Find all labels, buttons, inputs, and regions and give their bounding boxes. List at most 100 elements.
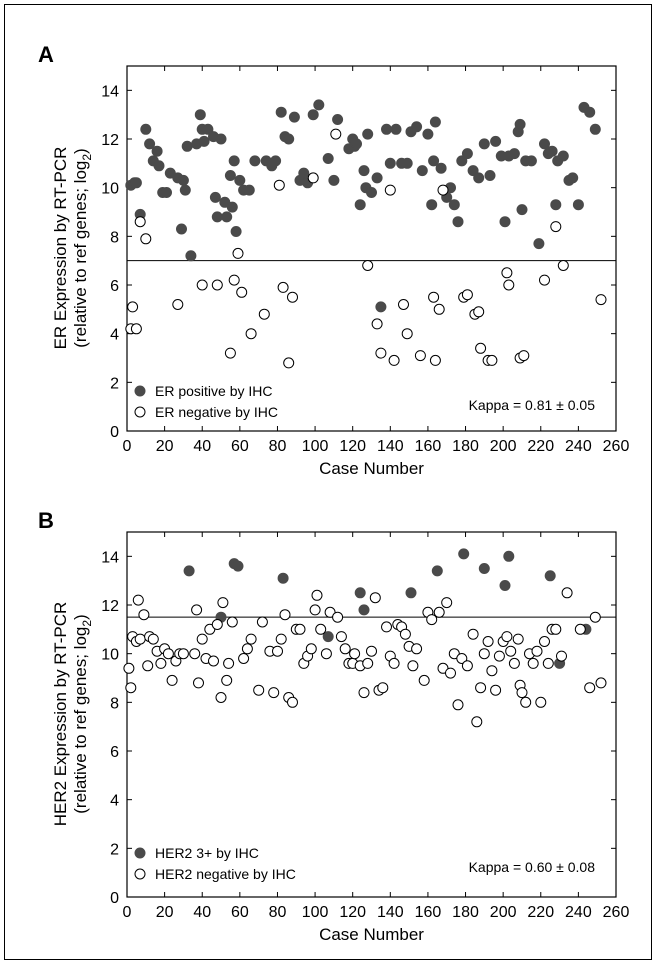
x-tick-label: 180 bbox=[452, 904, 479, 921]
data-point bbox=[211, 211, 223, 223]
data-point bbox=[478, 138, 490, 150]
data-point bbox=[277, 572, 289, 584]
data-point bbox=[155, 657, 167, 669]
data-point bbox=[228, 155, 240, 167]
kappa-annotation: Kappa = 0.81 ± 0.05 bbox=[469, 397, 596, 413]
data-point bbox=[398, 299, 409, 310]
data-point bbox=[550, 623, 562, 635]
data-point bbox=[358, 687, 370, 699]
data-point bbox=[407, 660, 419, 672]
data-point bbox=[228, 274, 240, 286]
data-point bbox=[414, 350, 426, 362]
x-tick-label: 60 bbox=[231, 438, 249, 455]
data-point bbox=[151, 145, 163, 157]
data-point bbox=[305, 643, 317, 655]
data-point bbox=[162, 648, 174, 660]
data-point bbox=[499, 580, 511, 591]
x-tick-label: 80 bbox=[269, 438, 287, 455]
data-point bbox=[584, 106, 596, 118]
data-point bbox=[369, 592, 381, 604]
y-tick-label: 8 bbox=[110, 695, 119, 712]
data-point bbox=[572, 199, 584, 211]
data-point bbox=[539, 636, 550, 647]
data-point bbox=[196, 279, 208, 291]
x-tick-label: 200 bbox=[490, 904, 517, 921]
data-point bbox=[234, 174, 246, 186]
data-point bbox=[390, 123, 402, 135]
data-point bbox=[294, 623, 306, 635]
data-point bbox=[512, 633, 524, 645]
y-tick-label: 10 bbox=[101, 181, 119, 198]
data-point bbox=[371, 318, 383, 330]
data-point bbox=[429, 116, 441, 128]
data-point bbox=[567, 172, 579, 184]
data-point bbox=[448, 199, 460, 211]
data-point bbox=[134, 216, 146, 228]
data-point bbox=[525, 155, 537, 167]
data-point bbox=[209, 191, 221, 203]
data-point bbox=[375, 301, 387, 313]
x-tick-label: 180 bbox=[452, 438, 479, 455]
data-point bbox=[433, 303, 445, 315]
data-point bbox=[243, 184, 255, 196]
data-point bbox=[557, 260, 569, 271]
data-point bbox=[332, 114, 344, 125]
data-point bbox=[535, 696, 547, 708]
data-point bbox=[358, 604, 370, 616]
data-point bbox=[452, 699, 464, 711]
data-point bbox=[202, 123, 214, 135]
data-point bbox=[354, 587, 366, 599]
data-point bbox=[279, 609, 291, 621]
data-point bbox=[275, 106, 287, 118]
data-point bbox=[144, 138, 156, 150]
x-tick-label: 40 bbox=[193, 904, 211, 921]
data-point bbox=[123, 662, 135, 674]
data-point bbox=[307, 172, 319, 184]
data-point bbox=[429, 354, 441, 366]
legend-marker bbox=[134, 847, 146, 859]
data-point bbox=[215, 133, 227, 145]
data-point bbox=[125, 682, 137, 694]
data-point bbox=[132, 594, 144, 606]
x-tick-label: 260 bbox=[603, 438, 630, 455]
data-point bbox=[351, 138, 362, 150]
data-point bbox=[232, 247, 244, 259]
data-point bbox=[130, 177, 142, 189]
y-tick-label: 12 bbox=[101, 132, 119, 149]
data-point bbox=[516, 687, 528, 699]
data-point bbox=[166, 674, 178, 686]
data-point bbox=[140, 233, 152, 245]
data-point bbox=[221, 211, 233, 223]
legend-label: ER positive by IHC bbox=[155, 383, 272, 399]
data-point bbox=[595, 294, 607, 306]
data-point bbox=[556, 650, 567, 662]
data-point bbox=[309, 604, 321, 616]
y-axis-sublabel: (relative to ref genes; log2) bbox=[71, 148, 94, 347]
data-point bbox=[520, 696, 532, 708]
data-point bbox=[550, 199, 562, 211]
data-point bbox=[224, 347, 236, 359]
data-point bbox=[428, 155, 440, 167]
data-point bbox=[288, 111, 300, 123]
x-tick-label: 260 bbox=[603, 904, 630, 921]
data-point bbox=[230, 226, 242, 237]
data-point bbox=[328, 174, 340, 186]
data-point bbox=[161, 187, 172, 198]
data-point bbox=[401, 328, 413, 340]
y-tick-label: 0 bbox=[110, 424, 119, 441]
data-point bbox=[283, 357, 295, 369]
data-point bbox=[221, 674, 233, 686]
data-point bbox=[194, 109, 206, 121]
y-tick-label: 6 bbox=[110, 744, 119, 761]
data-point bbox=[236, 286, 248, 298]
data-point bbox=[283, 133, 295, 145]
data-point bbox=[435, 162, 447, 174]
data-point bbox=[399, 628, 411, 640]
data-point bbox=[191, 604, 203, 616]
data-point bbox=[486, 665, 498, 677]
data-point bbox=[362, 260, 374, 271]
data-point bbox=[388, 657, 400, 669]
x-tick-label: 140 bbox=[377, 438, 404, 455]
data-point bbox=[384, 184, 396, 196]
data-point bbox=[422, 128, 434, 140]
